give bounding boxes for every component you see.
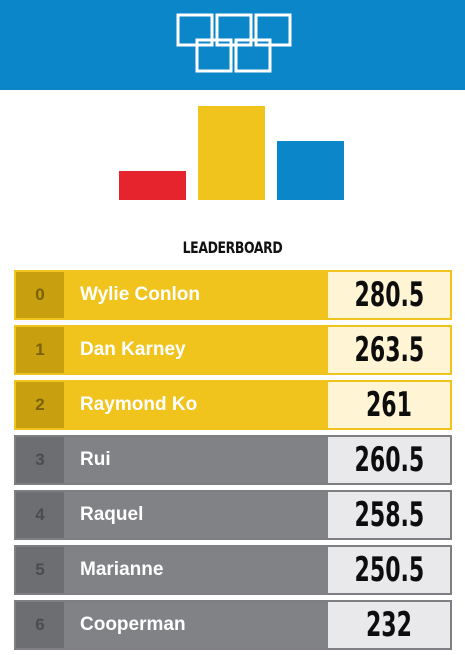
player-score: 250.5 [328,547,450,593]
player-name: Cooperman [80,614,186,635]
player-name: Raquel [80,504,144,525]
leaderboard-row[interactable]: 0 Wylie Conlon 280.5 [14,270,452,320]
leaderboard-row[interactable]: 4 Raquel 258.5 [14,490,452,540]
leaderboard-row[interactable]: 3 Rui 260.5 [14,435,452,485]
rank-number: 2 [16,382,64,428]
player-name: Raymond Ko [80,394,198,415]
olympic-rings-squares-icon [176,13,292,73]
player-name: Wylie Conlon [80,284,200,305]
player-score: 280.5 [328,272,450,318]
player-name: Dan Karney [80,339,186,360]
leaderboard-row[interactable]: 5 Marianne 250.5 [14,545,452,595]
player-score: 232 [328,602,450,648]
rank-number: 5 [16,547,64,593]
rank-number: 6 [16,602,64,648]
leaderboard-row[interactable]: 6 Cooperman 232 [14,600,452,650]
rank-number: 4 [16,492,64,538]
leaderboard-list: 0 Wylie Conlon 280.5 1 Dan Karney 263.5 … [14,270,452,655]
player-name: Rui [80,449,111,470]
rank-number: 0 [16,272,64,318]
podium-bar-second [277,141,344,200]
player-name: Marianne [80,559,164,580]
leaderboard-row[interactable]: 2 Raymond Ko 261 [14,380,452,430]
app-header [0,0,465,90]
leaderboard-row[interactable]: 1 Dan Karney 263.5 [14,325,452,375]
player-score: 258.5 [328,492,450,538]
player-score: 261 [328,382,450,428]
rank-number: 1 [16,327,64,373]
podium-graphic [119,106,344,200]
podium-bar-third [119,171,186,200]
leaderboard-title: LEADERBOARD [182,238,283,257]
rank-number: 3 [16,437,64,483]
player-score: 260.5 [328,437,450,483]
podium-bar-first [198,106,265,200]
player-score: 263.5 [328,327,450,373]
